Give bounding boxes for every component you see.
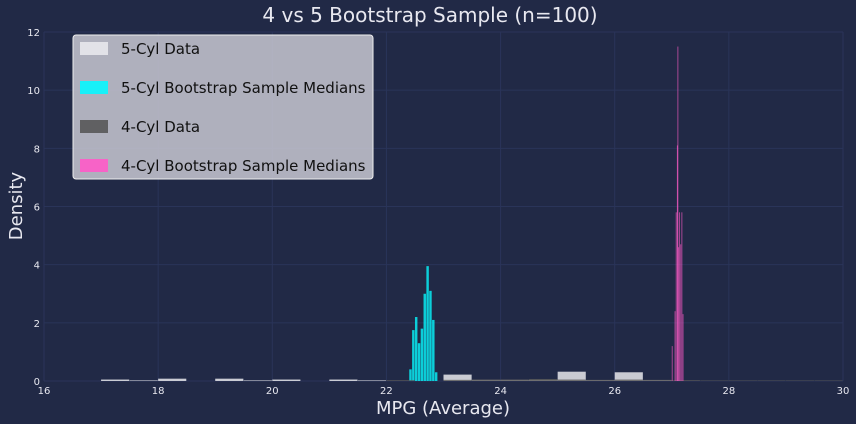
legend-swatch (80, 159, 108, 172)
histogram-bar (500, 379, 529, 381)
x-tick-label: 22 (380, 386, 393, 397)
histogram-bar (420, 328, 424, 381)
histogram-bar (586, 379, 615, 381)
histogram-bar (671, 346, 673, 381)
histogram-bar (700, 380, 729, 382)
histogram-bar (680, 244, 682, 381)
histogram-bar (614, 379, 643, 381)
histogram-bar (129, 380, 158, 382)
histogram-bar (677, 46, 679, 382)
histogram-bar (409, 369, 412, 381)
y-tick-label: 0 (34, 377, 40, 388)
histogram-bar (814, 380, 843, 382)
y-tick-label: 12 (27, 28, 40, 39)
histogram-bar (329, 379, 358, 381)
y-tick-label: 8 (34, 144, 40, 155)
legend: 5-Cyl Data 5-Cyl Bootstrap Sample Medians… (72, 34, 374, 180)
histogram-bar (412, 330, 415, 381)
series-2 (386, 378, 843, 382)
histogram-bar (434, 372, 438, 381)
histogram-bar (674, 311, 676, 381)
histogram-bar (272, 379, 301, 381)
series-3 (671, 46, 684, 382)
y-tick-label: 6 (34, 203, 40, 214)
x-tick-label: 30 (837, 386, 850, 397)
histogram-bar (757, 380, 786, 382)
legend-label: 5-Cyl Data (121, 40, 200, 58)
histogram-bar (675, 212, 677, 381)
histogram-bar (101, 379, 130, 381)
legend-swatch (80, 42, 108, 55)
legend-swatch (80, 120, 108, 133)
x-axis-label: MPG (Average) (376, 398, 510, 419)
x-tick-label: 24 (494, 386, 507, 397)
x-tick-label: 16 (38, 386, 51, 397)
x-tick-label: 20 (266, 386, 279, 397)
histogram-bar (728, 380, 757, 382)
histogram-bar (682, 314, 684, 381)
histogram-bar (158, 378, 187, 381)
x-tick-label: 28 (722, 386, 735, 397)
histogram-bar (386, 380, 415, 381)
legend-label: 4-Cyl Data (121, 118, 200, 136)
x-tick-label: 26 (608, 386, 621, 397)
histogram-bar (443, 379, 472, 381)
histogram-bar (429, 290, 432, 381)
histogram-bar (557, 371, 586, 381)
histogram-bar (243, 380, 272, 382)
histogram-bar (423, 293, 426, 381)
histogram-bar (426, 266, 429, 381)
legend-box (72, 34, 374, 180)
histogram-bar (614, 372, 643, 381)
legend-swatch (80, 81, 108, 94)
legend-label: 4-Cyl Bootstrap Sample Medians (121, 157, 366, 175)
bars (101, 46, 843, 382)
legend-label: 5-Cyl Bootstrap Sample Medians (121, 79, 366, 97)
histogram-bar (529, 378, 558, 381)
histogram-bar (678, 247, 679, 381)
histogram-bar (785, 380, 815, 382)
histogram-bar (215, 378, 244, 381)
histogram-bar (557, 379, 586, 381)
histogram-bar (417, 343, 421, 381)
series-1 (409, 266, 438, 381)
y-tick-label: 10 (27, 86, 40, 97)
histogram-bar (681, 212, 683, 381)
chart-title: 4 vs 5 Bootstrap Sample (n=100) (262, 3, 597, 27)
histogram-bar (671, 380, 700, 381)
x-tick-label: 18 (152, 386, 165, 397)
histogram-bar (414, 317, 418, 381)
histogram-bar (357, 380, 387, 382)
histogram-bar (432, 319, 435, 381)
histogram-bar (643, 379, 672, 381)
y-tick-label: 4 (34, 261, 40, 272)
y-tick-label: 2 (34, 319, 40, 330)
histogram-bar (676, 145, 678, 381)
histogram-bar (443, 374, 472, 381)
histogram-bar (472, 379, 501, 381)
y-axis-label: Density (6, 171, 27, 240)
histogram-bar (679, 212, 681, 381)
